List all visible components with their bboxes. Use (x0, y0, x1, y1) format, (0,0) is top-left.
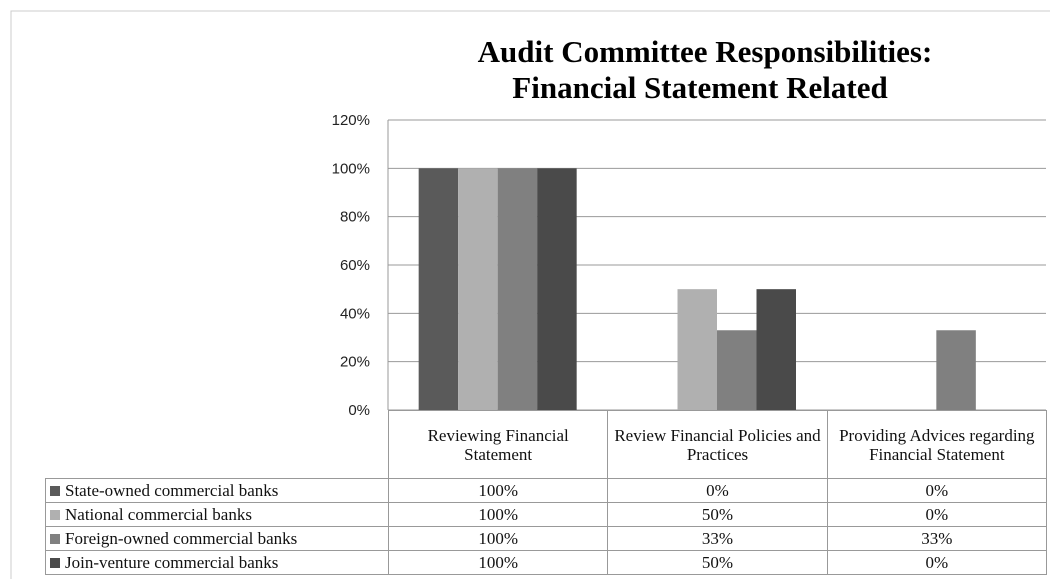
bar (717, 330, 757, 410)
data-label-text: 100% (478, 505, 518, 524)
legend-label: State-owned commercial banks (65, 481, 279, 500)
bar (936, 330, 976, 410)
legend-entry: National commercial banks (45, 502, 389, 527)
category-label: Reviewing Financial Statement (388, 410, 609, 479)
chart-title: Financial Statement Related (512, 70, 887, 105)
bar (537, 168, 577, 410)
data-label-text: 100% (478, 481, 518, 500)
legend-label: Foreign-owned commercial banks (65, 529, 298, 548)
data-label-text: 0% (925, 553, 949, 572)
category-label-text: Providing Advices regarding Financial St… (839, 425, 1035, 464)
legend-entry: State-owned commercial banks (45, 478, 389, 503)
data-label: 0% (607, 478, 828, 503)
category-label-text: Reviewing Financial Statement (427, 425, 569, 464)
category-label-text: Review Financial Policies and Practices (614, 425, 821, 464)
bar (497, 168, 538, 410)
legend-key (50, 485, 60, 496)
legend-label: National commercial banks (65, 505, 252, 524)
data-label-text: 33% (921, 529, 953, 548)
data-label: 100% (388, 526, 609, 551)
data-label-text: 0% (925, 505, 949, 524)
data-label: 0% (826, 550, 1047, 575)
data-label: 100% (388, 478, 609, 503)
data-label-text: 50% (701, 505, 734, 524)
bar (458, 168, 498, 410)
data-label: 50% (607, 550, 828, 575)
data-label-text: 0% (706, 481, 729, 500)
legend-key (50, 509, 60, 520)
data-label-text: 100% (478, 529, 518, 548)
data-label-text: 100% (478, 553, 518, 572)
category-label: Providing Advices regarding Financial St… (826, 410, 1047, 479)
data-label: 33% (826, 526, 1047, 551)
data-label-text: 0% (925, 481, 949, 500)
y-tick-label: 0% (348, 402, 370, 419)
y-tick-label: 80% (340, 209, 370, 226)
data-label-text: 50% (701, 553, 734, 572)
bar (677, 289, 717, 410)
bar (756, 289, 796, 410)
legend-entry: Foreign-owned commercial banks (45, 526, 389, 551)
data-label: 0% (826, 478, 1047, 503)
y-tick-label: 20% (340, 354, 370, 371)
legend-entry: Join-venture commercial banks (45, 550, 389, 575)
y-tick-label: 40% (340, 305, 370, 322)
data-label: 100% (388, 550, 609, 575)
category-label: Review Financial Policies and Practices (607, 410, 828, 479)
legend-key (50, 533, 60, 544)
data-label-text: 33% (701, 529, 734, 548)
bar (418, 168, 459, 410)
data-label: 33% (607, 526, 828, 551)
legend-key (50, 557, 60, 568)
legend-label: Join-venture commercial banks (65, 553, 279, 572)
y-tick-label: 100% (332, 160, 370, 177)
data-label: 50% (607, 502, 828, 527)
y-tick-label: 120% (332, 112, 370, 129)
y-tick-label: 60% (340, 257, 370, 274)
chart-title: Audit Committee Responsibilities: (478, 34, 933, 69)
data-label: 100% (388, 502, 609, 527)
frame (10, 10, 1050, 579)
data-label: 0% (826, 502, 1047, 527)
